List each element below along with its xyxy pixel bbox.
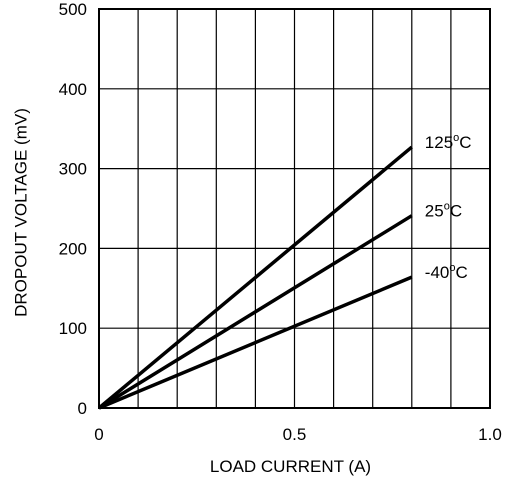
plot-area-frame [98, 8, 491, 409]
y-tick-label-0: 0 [78, 399, 87, 418]
y-axis-title: DROPOUT VOLTAGE (mV) [11, 108, 30, 317]
series-label-1: 25oC [425, 201, 462, 221]
y-tick-label-4: 400 [59, 80, 87, 99]
y-tick-labels: 0 100 200 300 400 500 [59, 0, 87, 418]
series-label-2: -40oC [425, 262, 468, 282]
y-tick-label-3: 300 [59, 160, 87, 179]
y-tick-label-5: 500 [59, 0, 87, 19]
x-tick-labels: 0 0.5 1.0 [94, 425, 502, 444]
series-labels: 125oC 25oC -40oC [425, 132, 472, 282]
x-axis-title: LOAD CURRENT (A) [210, 457, 371, 476]
series-label-0: 125oC [425, 132, 472, 152]
x-tick-label-0: 0 [94, 425, 103, 444]
series-layer [97, 145, 413, 410]
x-tick-label-2: 1.0 [478, 425, 502, 444]
y-tick-label-1: 100 [59, 319, 87, 338]
series-line-1 [98, 214, 413, 410]
series-line-0 [97, 145, 413, 410]
x-tick-label-1: 0.5 [283, 425, 307, 444]
y-tick-label-2: 200 [59, 239, 87, 258]
series-line-2 [98, 275, 413, 410]
